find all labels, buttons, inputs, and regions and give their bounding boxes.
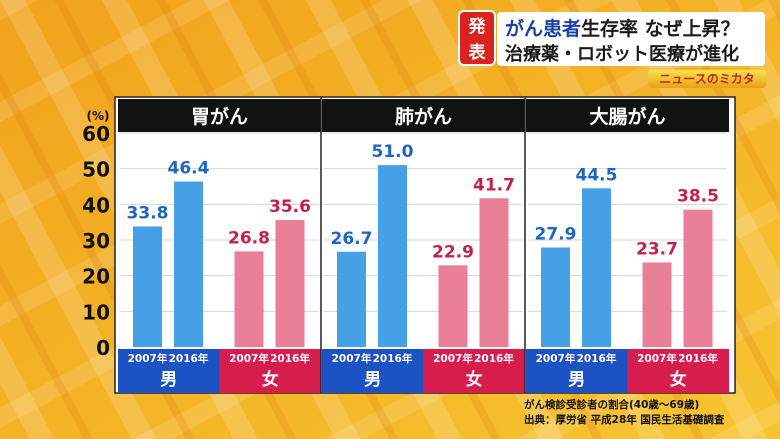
- bar: [275, 220, 305, 347]
- footnote-source: 出典：厚労省 平成28年 国民生活基礎調査: [524, 414, 725, 426]
- group-label: 女: [670, 369, 687, 390]
- y-axis-unit: (%): [87, 109, 110, 123]
- x-tick-label: 2016年: [373, 352, 413, 365]
- bar-value-label: 23.7: [636, 239, 678, 259]
- y-tick-label: 30: [82, 229, 110, 253]
- x-tick-label: 2007年: [332, 352, 372, 365]
- y-tick-label: 0: [96, 336, 110, 360]
- bar-value-label: 46.4: [168, 159, 210, 179]
- bar: [479, 198, 509, 347]
- group-band: [118, 349, 220, 393]
- bar-value-label: 33.8: [127, 203, 169, 223]
- footnote-note: がん検診受診者の割合(40歳〜69歳): [524, 399, 700, 411]
- y-tick-label: 10: [82, 300, 110, 324]
- x-tick-label: 2016年: [270, 352, 310, 365]
- group-label: 男: [364, 370, 381, 390]
- headline-box: [497, 12, 765, 66]
- group-label: 男: [160, 370, 177, 390]
- bar: [234, 251, 264, 347]
- bar: [337, 251, 366, 347]
- group-label: 女: [466, 369, 483, 390]
- panel-title: 大腸がん: [589, 105, 665, 128]
- bar-value-label: 51.0: [372, 142, 414, 162]
- bar: [582, 188, 611, 347]
- bar: [541, 247, 570, 347]
- headline-highlight: がん患者: [505, 18, 582, 40]
- y-tick-label: 20: [82, 265, 110, 289]
- bar-value-label: 22.9: [432, 242, 474, 262]
- y-tick-label: 50: [82, 158, 110, 182]
- panel-title-bar: [118, 99, 321, 132]
- badge-line-2: 表: [468, 43, 486, 63]
- y-axis: (%) 0 10 20 30 40 50 60: [82, 109, 110, 360]
- bar-value-label: 27.9: [535, 224, 577, 244]
- x-tick-label: 2016年: [169, 352, 209, 365]
- corner-label: ニュースのミカタ: [648, 70, 766, 88]
- x-tick-label: 2007年: [637, 352, 677, 365]
- x-tick-label: 2016年: [474, 352, 514, 365]
- y-tick-label: 60: [82, 122, 110, 146]
- headline-rest: 生存率 なぜ上昇？: [581, 18, 740, 40]
- y-tick-label: 40: [82, 193, 110, 217]
- bar: [438, 265, 468, 347]
- group-band: [219, 349, 321, 393]
- bar: [378, 165, 407, 347]
- x-tick-label: 2016年: [577, 352, 617, 365]
- group-band: [423, 349, 525, 393]
- panel-title-bar: [526, 99, 729, 132]
- bar: [174, 181, 203, 347]
- panel-title: 胃がん: [191, 105, 248, 128]
- group-label: 男: [568, 370, 585, 390]
- x-tick-label: 2007年: [229, 352, 269, 365]
- group-band: [322, 349, 424, 393]
- badge-line-1: 発: [468, 17, 486, 37]
- chart-frame: [114, 96, 736, 394]
- x-tick-label: 2016年: [678, 352, 718, 365]
- group-label: 女: [262, 369, 279, 390]
- x-tick-label: 2007年: [536, 352, 576, 365]
- bar: [133, 226, 162, 347]
- bar: [642, 262, 672, 347]
- headline-line-1: がん患者生存率 なぜ上昇？: [505, 14, 740, 41]
- x-tick-label: 2007年: [433, 352, 473, 365]
- bar-value-label: 26.7: [331, 229, 373, 249]
- group-band: [627, 349, 729, 393]
- bar-value-label: 44.5: [576, 165, 618, 185]
- bar-value-label: 35.6: [269, 197, 311, 217]
- bar: [683, 209, 713, 347]
- announcement-badge: 発 表: [458, 10, 496, 66]
- x-tick-label: 2007年: [128, 352, 168, 365]
- chart-footnote: がん検診受診者の割合(40歳〜69歳) 出典：厚労省 平成28年 国民生活基礎調…: [524, 398, 724, 428]
- bar-value-label: 41.7: [473, 175, 515, 195]
- panel-title: 肺がん: [395, 105, 452, 128]
- headline-line-2: 治療薬・ロボット医療が進化: [505, 44, 739, 65]
- panel-title-bar: [322, 99, 525, 132]
- bar-value-label: 26.8: [228, 228, 270, 248]
- group-band: [526, 349, 628, 393]
- bar-value-label: 38.5: [677, 187, 719, 207]
